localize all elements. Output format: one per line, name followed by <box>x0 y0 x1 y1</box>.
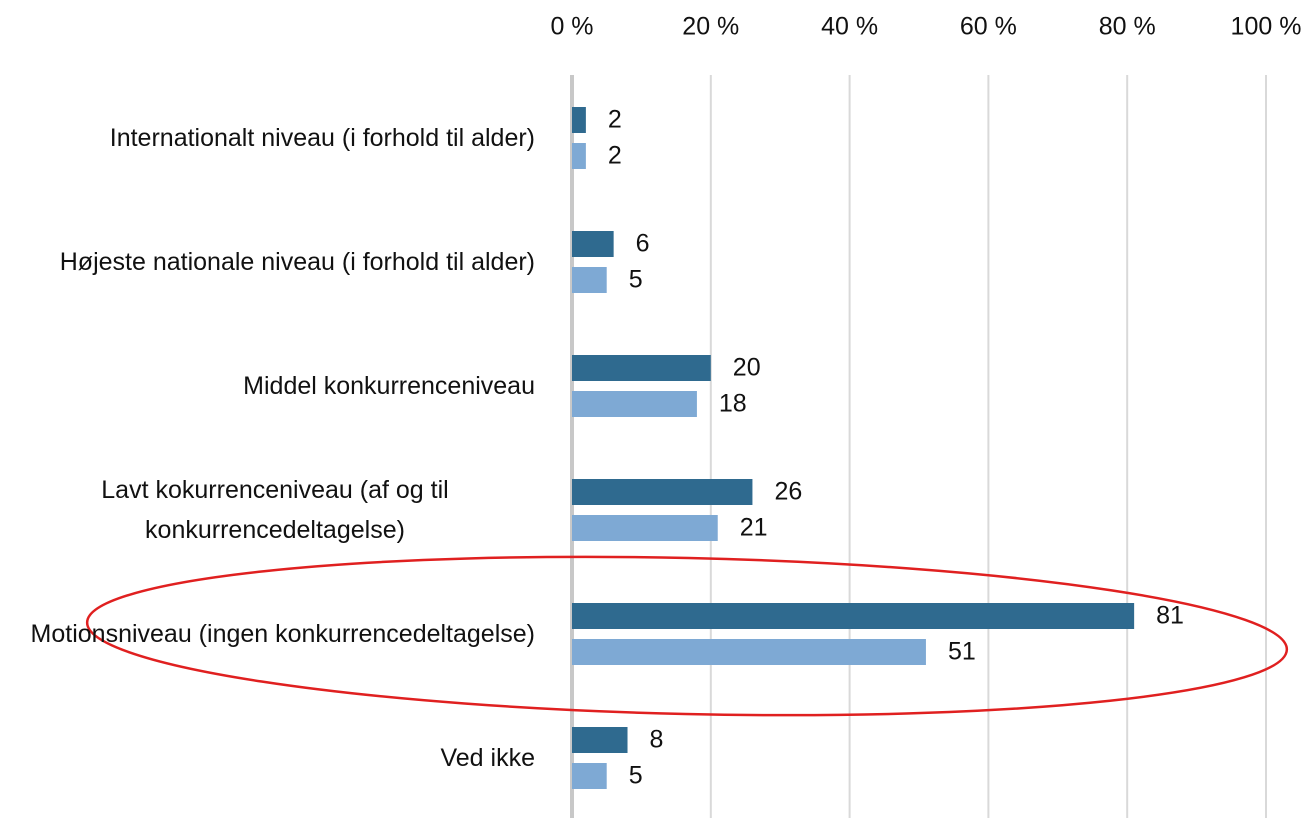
bar <box>572 763 607 789</box>
category-text: Motionsniveau (ingen konkurrencedeltagel… <box>30 620 535 648</box>
category-label: Lavt kokurrenceniveau (af og til konkurr… <box>15 470 535 550</box>
data-label: 5 <box>629 762 643 790</box>
data-label: 18 <box>719 390 747 418</box>
category-text: Ved ikke <box>440 744 535 772</box>
category-text: Højeste nationale niveau (i forhold til … <box>59 248 535 276</box>
category-text: Lavt kokurrenceniveau (af og til konkurr… <box>101 476 449 544</box>
x-tick-label: 20 % <box>682 13 739 41</box>
x-tick-label: 40 % <box>821 13 878 41</box>
bar <box>572 639 926 665</box>
data-label: 26 <box>774 478 802 506</box>
data-label: 20 <box>733 354 761 382</box>
bar <box>572 479 753 505</box>
bar <box>572 267 607 293</box>
bar <box>572 355 711 381</box>
x-tick-label: 60 % <box>960 13 1017 41</box>
data-label: 5 <box>629 266 643 294</box>
category-label: Ved ikke <box>440 738 535 778</box>
highlight-ellipse <box>85 555 1289 717</box>
category-label: Højeste nationale niveau (i forhold til … <box>60 242 535 282</box>
bar <box>572 515 718 541</box>
bar <box>572 603 1135 629</box>
bar <box>572 143 586 169</box>
data-label: 81 <box>1156 602 1184 630</box>
category-label: Internationalt niveau (i forhold til ald… <box>110 118 535 158</box>
category-text: Middel konkurrenceniveau <box>243 372 535 400</box>
category-text: Internationalt niveau (i forhold til ald… <box>109 124 535 152</box>
data-label: 8 <box>650 726 664 754</box>
data-label: 21 <box>740 514 768 542</box>
data-label: 2 <box>608 106 622 134</box>
data-label: 51 <box>948 638 976 666</box>
bar <box>572 727 628 753</box>
bar <box>572 107 586 133</box>
bar <box>572 231 614 257</box>
data-label: 2 <box>608 142 622 170</box>
category-label: Motionsniveau (ingen konkurrencedeltagel… <box>31 614 535 654</box>
x-tick-label: 100 % <box>1231 13 1302 41</box>
bar <box>572 391 697 417</box>
x-tick-label: 80 % <box>1099 13 1156 41</box>
x-tick-label: 0 % <box>550 13 593 41</box>
data-label: 6 <box>636 230 650 258</box>
category-label: Middel konkurrenceniveau <box>243 366 535 406</box>
